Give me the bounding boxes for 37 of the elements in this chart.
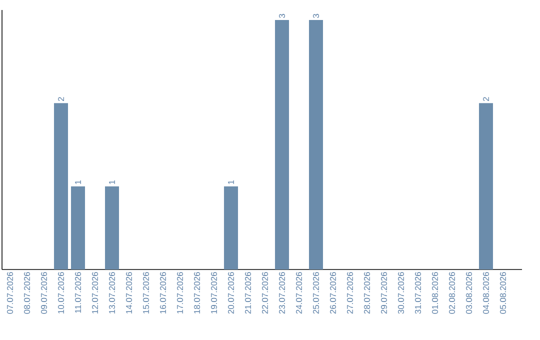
x-tick-label: 15.07.2026 bbox=[143, 272, 149, 314]
data-label: 2 bbox=[58, 97, 64, 102]
x-tick-label: 07.07.2026 bbox=[7, 272, 13, 314]
x-tick-label: 18.07.2026 bbox=[194, 272, 200, 314]
data-label: 1 bbox=[109, 180, 115, 184]
data-label: 2 bbox=[483, 97, 489, 102]
x-tick-label: 19.07.2026 bbox=[211, 272, 217, 314]
x-tick-label: 29.07.2026 bbox=[380, 272, 387, 314]
x-tick-label: 30.07.2026 bbox=[398, 272, 404, 314]
x-tick-label: 31.07.2026 bbox=[414, 272, 421, 314]
x-tick-label: 11.07.2026 bbox=[75, 272, 81, 313]
data-label: 3 bbox=[279, 14, 285, 18]
x-tick-label: 10.07.2026 bbox=[58, 272, 64, 314]
x-tick-label: 17.07.2026 bbox=[177, 272, 183, 314]
x-tick-label: 25.07.2026 bbox=[313, 272, 319, 314]
x-tick-label: 13.07.2026 bbox=[109, 272, 115, 314]
data-label: 3 bbox=[313, 14, 319, 18]
data-label: 1 bbox=[75, 180, 81, 184]
x-tick-label: 22.07.2026 bbox=[262, 272, 268, 314]
x-tick-label: 02.08.2026 bbox=[448, 272, 455, 314]
x-tick-label: 05.08.2026 bbox=[500, 272, 506, 314]
x-tick-label: 08.07.2026 bbox=[24, 272, 30, 314]
x-tick-label: 12.07.2026 bbox=[92, 272, 98, 314]
data-label: 1 bbox=[228, 180, 234, 184]
x-tick-label: 21.07.2026 bbox=[245, 272, 251, 314]
x-tick-label: 04.08.2026 bbox=[482, 272, 489, 314]
x-tick-label: 09.07.2026 bbox=[41, 272, 47, 314]
x-tick-label: 14.07.2026 bbox=[126, 272, 132, 314]
x-tick-label: 24.07.2026 bbox=[296, 272, 302, 314]
x-tick-label: 03.08.2026 bbox=[466, 272, 472, 314]
x-tick-label: 23.07.2026 bbox=[279, 272, 285, 314]
x-tick-label: 01.08.2026 bbox=[432, 272, 438, 314]
x-tick-label: 16.07.2026 bbox=[160, 272, 166, 314]
x-tick-label: 26.07.2026 bbox=[330, 272, 336, 314]
x-tick-label: 20.07.2026 bbox=[228, 272, 234, 314]
x-tick-label: 27.07.2026 bbox=[347, 272, 353, 314]
x-tick-label: 28.07.2026 bbox=[364, 272, 370, 314]
